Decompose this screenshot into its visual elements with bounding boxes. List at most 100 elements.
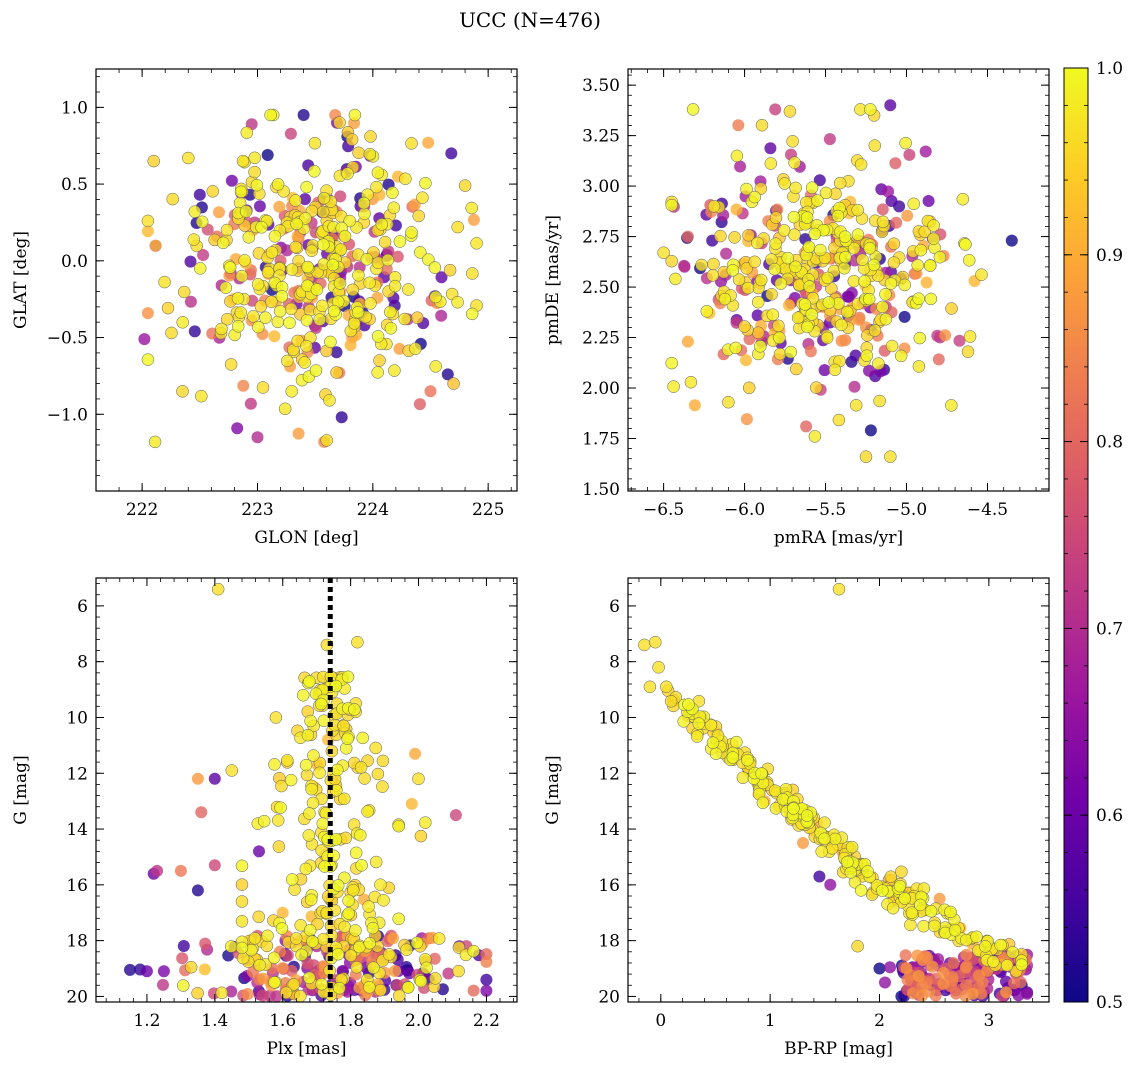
y-tick-label: 1.0 — [61, 98, 88, 118]
scatter-point — [400, 943, 413, 956]
scatter-point — [308, 136, 322, 150]
y-tick-label: 16 — [598, 876, 620, 896]
scatter-point — [681, 335, 694, 348]
scatter-point — [787, 210, 801, 224]
scatter-point — [289, 932, 303, 945]
scatter-point — [298, 356, 311, 369]
scatter-point — [306, 935, 319, 948]
scatter-point — [765, 288, 778, 301]
scatter-point — [274, 801, 287, 814]
scatter-point — [769, 211, 783, 224]
scatter-point — [334, 243, 348, 256]
scatter-point — [161, 301, 175, 315]
scatter-point — [838, 261, 851, 275]
scatter-point — [195, 389, 208, 403]
scatter-point — [465, 307, 479, 321]
scatter-point — [429, 972, 442, 985]
scatter-point — [987, 955, 1000, 968]
scatter-point — [374, 878, 387, 891]
y-tick-label: 18 — [598, 932, 620, 952]
scatter-point — [741, 281, 755, 295]
scatter-point — [326, 258, 340, 272]
scatter-point — [273, 200, 286, 213]
scatter-point — [876, 884, 889, 897]
scatter-point — [374, 983, 387, 997]
scatter-point — [667, 380, 680, 393]
axis-ticks: −6.5 −6.0 −5.5 −5.0 −4.5 1.50 1.75 2.00 2.25 2.50… — [582, 69, 1049, 520]
scatter-point — [718, 292, 732, 306]
scatter-point — [235, 915, 249, 928]
scatter-point — [273, 304, 287, 318]
scatter-point — [316, 205, 330, 219]
scatter-point — [963, 330, 977, 343]
scatter-point — [948, 924, 962, 937]
scatter-point — [769, 237, 782, 250]
scatter-point — [435, 309, 448, 322]
scatter-point — [151, 864, 164, 877]
axes-frame — [627, 577, 1050, 1003]
scatter-point — [860, 349, 874, 362]
scatter-point — [808, 430, 822, 443]
scatter-point — [926, 960, 939, 973]
scatter-point — [876, 215, 890, 229]
scatter-point — [1000, 986, 1013, 999]
y-tick-label: 2.50 — [582, 278, 620, 298]
scatter-point — [890, 216, 903, 229]
scatter-point — [373, 354, 386, 367]
scatter-point — [751, 295, 765, 309]
scatter-point — [299, 758, 313, 772]
scatter-point — [927, 219, 940, 232]
scatter-point — [706, 736, 720, 749]
scatter-point — [480, 973, 493, 986]
scatter-point — [198, 963, 211, 976]
axis-ticks: 1.2 1.4 1.6 1.8 2.0 2.2 6 8 10 12 14 16 18 20 — [66, 578, 517, 1031]
scatter-point — [265, 246, 279, 259]
scatter-point — [223, 261, 237, 274]
scatter-point — [285, 964, 298, 977]
scatter-point — [216, 236, 230, 250]
scatter-point — [966, 987, 979, 1000]
y-tick-label: 8 — [609, 653, 620, 673]
scatter-point — [251, 278, 265, 291]
scatter-point — [429, 360, 442, 373]
scatter-point — [387, 932, 400, 945]
scatter-point — [317, 191, 331, 205]
scatter-point — [371, 366, 384, 379]
scatter-point — [428, 261, 442, 274]
axis-ticks: 222 223 224 225 −1.0 −0.5 0.0 0.5 1.0 — [47, 69, 517, 520]
y-tick-label: 0.0 — [61, 252, 88, 272]
scatter-point — [271, 178, 285, 191]
scatter-point — [303, 675, 316, 688]
scatter-point — [387, 201, 401, 214]
scatter-point — [898, 278, 911, 292]
scatter-point — [392, 912, 405, 926]
scatter-point — [828, 363, 842, 377]
scatter-point — [818, 364, 831, 377]
scatter-point — [268, 976, 281, 989]
y-tick-label: 16 — [66, 876, 88, 896]
scatter-point — [363, 276, 376, 290]
scatter-point — [347, 883, 360, 897]
scatter-point — [235, 269, 249, 283]
scatter-point — [244, 397, 257, 410]
scatter-point — [742, 229, 755, 242]
scatter-point — [924, 292, 938, 306]
scatter-point — [348, 108, 362, 122]
scatter-point — [748, 190, 762, 204]
scatter-point — [238, 254, 251, 267]
scatter-point — [994, 938, 1007, 952]
scatter-point — [342, 894, 355, 907]
scatter-point — [937, 967, 950, 979]
scatter-point — [147, 154, 160, 168]
scatter-point — [652, 661, 665, 674]
scatter-point — [317, 932, 330, 946]
x-tick-label: 3 — [983, 1011, 994, 1031]
scatter-point — [350, 960, 363, 974]
x-tick-label: 2.0 — [405, 1011, 432, 1031]
colorbar-gradient — [1063, 67, 1089, 1003]
scatter-point — [849, 399, 863, 412]
y-tick-label: 20 — [66, 987, 88, 1007]
scatter-point — [330, 346, 343, 359]
scatter-point — [299, 862, 313, 876]
scatter-point — [269, 711, 283, 724]
